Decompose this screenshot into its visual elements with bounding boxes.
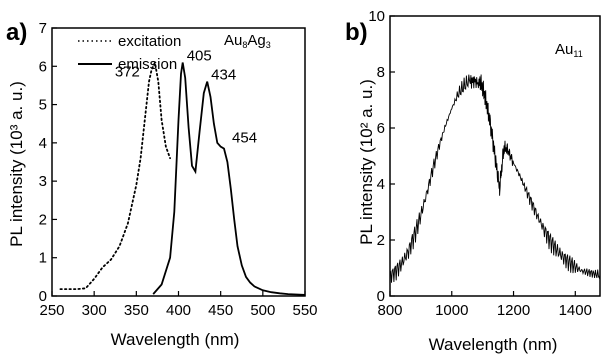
x-tick-label: 350 — [124, 302, 149, 319]
y-tick-label: 4 — [39, 135, 47, 152]
y-tick-label: 8 — [377, 64, 385, 81]
series-line-0 — [59, 59, 171, 290]
panel-a-axes — [51, 27, 306, 297]
x-tick-label: 450 — [208, 302, 233, 319]
plot-frame — [389, 15, 601, 297]
series-line-1 — [152, 62, 306, 296]
y-tick-label: 7 — [39, 20, 47, 37]
panel-a-label: a) — [6, 19, 27, 46]
peak-label: 372 — [115, 63, 140, 80]
y-tick-label: 6 — [377, 120, 385, 137]
panel-b-series — [389, 74, 601, 283]
y-tick-label: 5 — [39, 97, 47, 114]
y-tick-label: 0 — [39, 288, 47, 305]
panel-b-chart: b) 800 1000 1200 1400 0 2 4 6 8 10 Wavelength (nm… — [345, 8, 601, 354]
panel-a-legend: excitation emission Au8Ag3 — [78, 32, 271, 73]
x-tick-label: 500 — [250, 302, 275, 319]
legend-emission-label: emission — [118, 56, 177, 73]
panel-b-ticks: 800 1000 1200 1400 0 2 4 6 8 10 — [368, 8, 592, 319]
y-tick-label: 10 — [368, 8, 385, 25]
x-tick-label: 400 — [166, 302, 191, 319]
y-tick-label: 6 — [39, 58, 47, 75]
panel-b-x-axis-label: Wavelength (nm) — [429, 335, 558, 354]
x-tick-label: 1000 — [435, 302, 468, 319]
peak-label: 454 — [232, 130, 257, 147]
panel-b-y-axis-label: PL intensity (10² a. u.) — [357, 79, 376, 245]
panel-a-x-axis-label: Wavelength (nm) — [111, 330, 240, 349]
panel-b-label: b) — [345, 19, 368, 46]
panel-b-compound-label: Au11 — [555, 41, 583, 59]
y-tick-label: 4 — [377, 176, 385, 193]
plot-frame — [51, 27, 306, 297]
y-tick-label: 2 — [377, 232, 385, 249]
x-tick-label: 550 — [292, 302, 317, 319]
x-tick-label: 1200 — [497, 302, 530, 319]
peak-label: 434 — [211, 67, 236, 84]
panel-a-compound-label: Au8Ag3 — [224, 32, 271, 50]
x-tick-label: 800 — [377, 302, 402, 319]
y-tick-label: 1 — [39, 250, 47, 267]
x-tick-label: 1400 — [559, 302, 592, 319]
y-tick-label: 0 — [377, 288, 385, 305]
panel-a-annotations: 372 405 434 454 — [115, 47, 257, 146]
x-tick-label: 250 — [39, 302, 64, 319]
y-tick-label: 2 — [39, 211, 47, 228]
panel-a-ticks: 250 300 350 400 450 500 550 0 1 2 3 4 5 6 7 — [39, 20, 318, 319]
y-tick-label: 3 — [39, 173, 47, 190]
panel-b-axes — [389, 15, 601, 297]
peak-label: 405 — [187, 47, 212, 64]
panel-a-chart: a) 250 300 350 400 450 500 550 0 1 2 3 4 5 6 7 372 405 4… — [6, 19, 318, 349]
panel-a-series — [59, 59, 306, 296]
x-tick-label: 300 — [82, 302, 107, 319]
legend-excitation-label: excitation — [118, 33, 181, 50]
panel-a-y-axis-label: PL intensity (10³ a. u.) — [7, 81, 26, 247]
series-line-0 — [389, 74, 601, 283]
